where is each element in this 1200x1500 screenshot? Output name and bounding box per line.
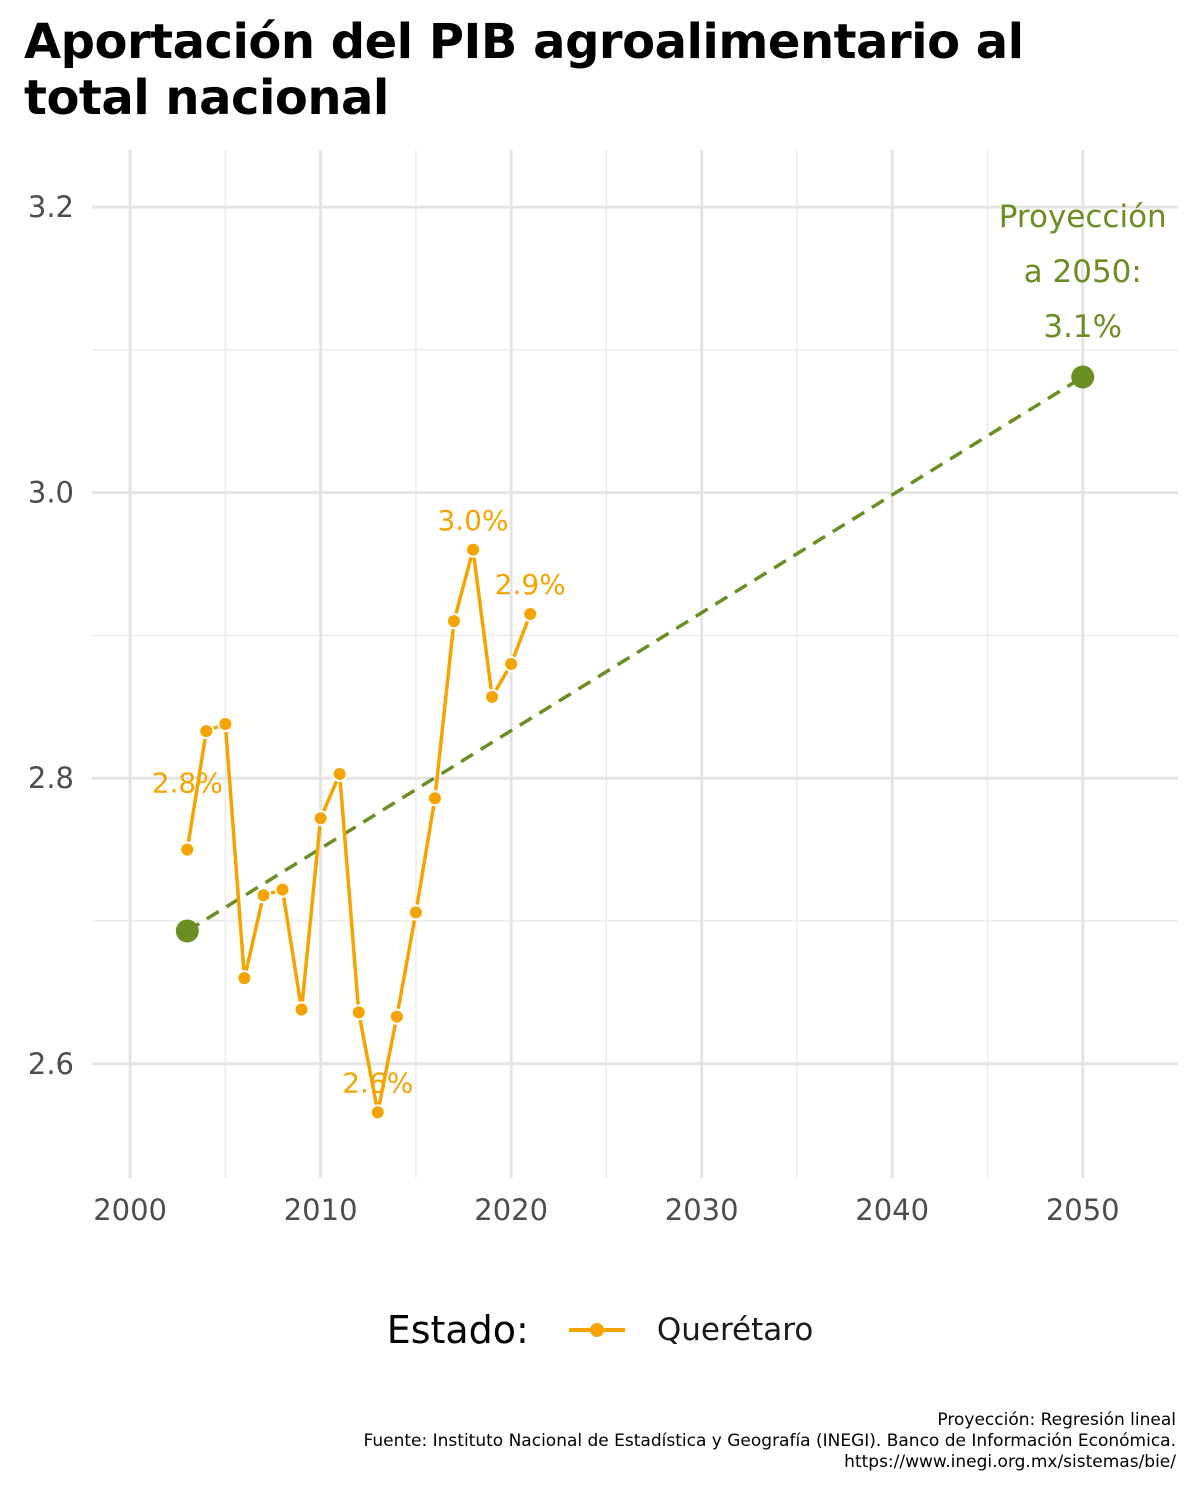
queretaro-series [179,541,539,1121]
projection-series [175,365,1095,943]
data-point [312,810,329,827]
data-labels: 2.8% 2.6% 3.0% 2.9% Proyección a 2050: 3.1% [152,199,1167,1099]
projection-label-line: 3.1% [1043,309,1122,345]
x-tick-label: 2040 [855,1193,929,1227]
data-point [236,970,253,987]
data-label: 2.9% [495,568,566,601]
legend-label-queretaro: Querétaro [656,1312,814,1348]
y-tick-label: 3.2 [28,190,74,224]
x-tick-label: 2000 [93,1193,167,1227]
data-point [522,606,539,623]
caption-url: https://www.inegi.org.mx/sistemas/bie/ [844,1452,1176,1472]
series-line [185,548,532,1115]
caption-method: Proyección: Regresión lineal [937,1410,1176,1430]
legend: Estado: Querétaro [0,1308,1200,1352]
data-point [465,541,482,558]
data-point [484,688,501,705]
data-point [255,887,272,904]
y-axis-tick-labels: 2.6 2.8 3.0 3.2 [28,190,74,1081]
data-label: 3.0% [437,504,508,537]
projection-line [186,375,1084,933]
x-tick-label: 2050 [1046,1193,1120,1227]
y-tick-label: 2.8 [28,761,74,795]
data-point [331,765,348,782]
chart-title-line-1: Aportación del PIB agroalimentario al [24,14,1024,70]
projection-point [175,919,199,943]
data-point [503,656,520,672]
minor-grid [92,150,1178,1178]
chart-title-line-2: total nacional [24,70,389,126]
projection-label-line: Proyección [999,199,1167,235]
data-point [446,613,462,630]
data-label: 2.6% [342,1066,413,1099]
data-label: 2.8% [152,767,223,800]
legend-title: Estado: [386,1308,529,1352]
line-chart: 2.6 2.8 3.0 3.2 2000 2010 2020 2030 2040 2050 2.… [28,150,1178,1227]
x-tick-label: 2010 [284,1193,358,1227]
chart-title: Aportación del PIB agroalimentario al to… [24,14,1174,126]
x-tick-label: 2020 [474,1193,548,1227]
x-axis-tick-labels: 2000 2010 2020 2030 2040 2050 [93,1193,1119,1227]
data-point [350,1004,367,1021]
chart-caption: Proyección: Regresión lineal Fuente: Ins… [364,1410,1176,1473]
data-point [388,1008,405,1025]
data-point [217,715,234,732]
projection-point [1071,365,1095,389]
data-point [179,841,196,858]
y-tick-label: 2.6 [28,1047,74,1081]
data-point [293,1001,310,1018]
projection-label-line: a 2050: [1024,254,1142,290]
data-point [274,881,291,898]
y-tick-label: 3.0 [28,476,74,510]
data-point [369,1104,386,1121]
x-tick-label: 2030 [665,1193,739,1227]
data-point [198,723,215,740]
caption-source: Fuente: Instituto Nacional de Estadístic… [363,1431,1176,1451]
data-point [407,904,424,921]
major-grid [92,150,1178,1178]
legend-key-queretaro [567,1310,627,1350]
data-point [426,790,443,807]
